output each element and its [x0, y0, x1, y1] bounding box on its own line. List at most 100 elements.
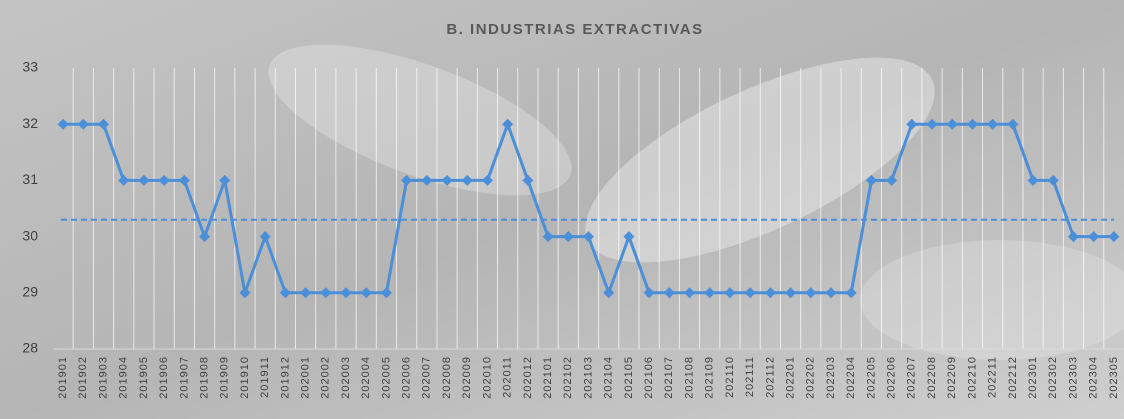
data-point — [1108, 231, 1120, 243]
x-tick-label: 202004 — [360, 356, 372, 399]
data-point — [158, 174, 170, 186]
x-tick-label: 202302 — [1047, 356, 1059, 399]
data-point — [663, 287, 675, 299]
x-tick-label: 202010 — [481, 356, 493, 399]
data-point — [401, 174, 413, 186]
x-tick-label: 201909 — [219, 356, 231, 399]
data-point — [865, 174, 877, 186]
data-point — [805, 287, 817, 299]
chart-title: B. INDUSTRIAS EXTRACTIVAS — [446, 21, 703, 38]
x-tick-label: 202206 — [886, 356, 898, 399]
x-tick-label: 201907 — [178, 356, 190, 399]
x-tick-label: 202201 — [784, 356, 796, 399]
data-point — [239, 287, 251, 299]
x-tick-label: 201905 — [138, 356, 150, 399]
data-point — [946, 118, 958, 130]
x-tick-label: 202111 — [744, 356, 756, 397]
x-tick-label: 202109 — [704, 356, 716, 399]
data-point — [1027, 174, 1039, 186]
x-tick-label: 202005 — [380, 356, 392, 399]
data-point — [926, 118, 938, 130]
x-tick-label: 202108 — [683, 356, 695, 399]
data-point — [785, 287, 797, 299]
data-point — [421, 174, 433, 186]
x-tick-label: 202209 — [946, 356, 958, 399]
x-tick-label: 202002 — [320, 356, 332, 399]
x-tick-label: 201910 — [239, 356, 251, 399]
data-point — [118, 174, 130, 186]
data-point — [340, 287, 352, 299]
data-point — [724, 287, 736, 299]
data-point — [886, 174, 898, 186]
x-tick-label: 202107 — [663, 356, 675, 399]
data-point — [744, 287, 756, 299]
data-point — [279, 287, 291, 299]
data-point — [138, 174, 150, 186]
data-point — [502, 118, 514, 130]
data-point — [98, 118, 110, 130]
background-leaf — [860, 240, 1124, 360]
data-point — [219, 174, 231, 186]
y-tick-label: 32 — [22, 115, 38, 131]
data-point — [825, 287, 837, 299]
x-tick-label: 201906 — [158, 356, 170, 399]
data-point — [178, 174, 190, 186]
data-point — [966, 118, 978, 130]
data-point — [441, 174, 453, 186]
x-tick-label: 202003 — [340, 356, 352, 399]
data-point — [987, 118, 999, 130]
x-tick-label: 202011 — [502, 356, 514, 398]
data-point — [77, 118, 89, 130]
x-tick-label: 201903 — [97, 356, 109, 399]
data-point — [259, 231, 271, 243]
data-point — [643, 287, 655, 299]
y-tick-label: 30 — [22, 227, 38, 243]
x-tick-label: 202007 — [421, 356, 433, 399]
x-tick-label: 201901 — [57, 356, 69, 399]
data-point — [583, 231, 594, 243]
data-point — [704, 287, 716, 299]
y-tick-label: 33 — [22, 59, 38, 75]
x-tick-label: 202305 — [1108, 356, 1120, 399]
data-point — [481, 174, 493, 186]
data-point — [199, 231, 211, 243]
x-tick-label: 202012 — [522, 356, 534, 399]
data-point — [300, 287, 312, 299]
y-tick-label: 29 — [22, 284, 38, 300]
x-tick-label: 202102 — [562, 356, 574, 399]
data-point — [845, 287, 857, 299]
x-tick-label: 202103 — [582, 356, 594, 399]
data-point — [1067, 231, 1079, 243]
x-tick-label: 202303 — [1067, 356, 1079, 399]
x-tick-label: 202304 — [1088, 356, 1100, 399]
x-tick-label: 202008 — [441, 356, 453, 399]
data-point — [906, 118, 918, 130]
x-tick-label: 202301 — [1027, 356, 1039, 399]
data-point — [57, 118, 69, 130]
x-tick-label: 202104 — [603, 356, 615, 399]
x-tick-label: 202110 — [724, 356, 736, 398]
data-point — [684, 287, 696, 299]
x-tick-label: 202106 — [643, 356, 655, 399]
data-point — [320, 287, 332, 299]
x-tick-label: 202205 — [865, 356, 877, 399]
x-tick-label: 201908 — [198, 356, 210, 399]
data-point — [1007, 118, 1019, 130]
data-point — [764, 287, 776, 299]
data-point — [360, 287, 372, 299]
x-tick-label: 201904 — [118, 356, 130, 399]
x-tick-label: 202105 — [623, 356, 635, 399]
data-point — [623, 231, 635, 243]
x-tick-label: 202009 — [461, 356, 473, 399]
x-tick-label: 202212 — [1007, 356, 1019, 399]
data-point — [461, 174, 473, 186]
data-point — [522, 174, 534, 186]
x-tick-label: 202204 — [845, 356, 857, 399]
data-point — [562, 231, 574, 243]
x-tick-label: 202211 — [987, 356, 999, 398]
x-tick-label: 201911 — [259, 356, 271, 398]
x-tick-label: 202006 — [401, 356, 413, 399]
data-point — [603, 287, 615, 299]
